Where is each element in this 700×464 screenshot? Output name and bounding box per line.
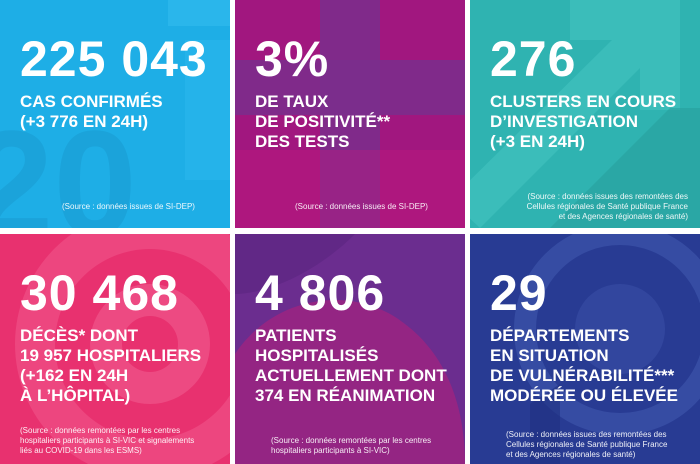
label-line: 19 957 HOSPITALIERS xyxy=(20,346,202,365)
deaths-number: 30 468 xyxy=(20,265,179,321)
departments-number: 29 xyxy=(490,265,548,321)
source-line: hospitaliers participants à SI-VIC) xyxy=(271,446,390,455)
source-line: (Source : données issues des remontées d… xyxy=(527,192,688,201)
source-line: liés au COVID-19 dans les ESMS) xyxy=(20,446,142,455)
label-line: 374 EN RÉANIMATION xyxy=(255,386,436,405)
source-note: (Source : données issues des remontées d… xyxy=(506,430,688,460)
clusters-label: CLUSTERS EN COURS D’INVESTIGATION (+3 EN… xyxy=(490,92,676,152)
source-note: (Source : données issues des remontées d… xyxy=(506,192,688,222)
label-line: DE POSITIVITÉ** xyxy=(255,112,391,131)
positivity-rate-label: DE TAUX DE POSITIVITÉ** DES TESTS xyxy=(255,92,390,152)
label-line: DÉCÈS* DONT xyxy=(20,326,139,345)
source-line: et des Agences régionales de santé) xyxy=(558,212,688,221)
source-note: (Source : données issues de SI-DEP) xyxy=(295,202,428,211)
source-line: (Source : données issues des remontées d… xyxy=(506,430,667,439)
source-note: (Source : données issues de SI-DEP) xyxy=(62,202,195,211)
source-note: (Source : données remontées par les cent… xyxy=(20,426,194,456)
source-line: Cellules régionales de Santé publique Fr… xyxy=(506,440,668,449)
tile-departments: 29 DÉPARTEMENTS EN SITUATION DE VULNÉRAB… xyxy=(470,234,700,464)
confirmed-cases-number: 225 043 xyxy=(20,31,208,87)
label-line: D’INVESTIGATION xyxy=(490,112,638,131)
label-line: DE TAUX xyxy=(255,92,329,111)
hospitalized-number: 4 806 xyxy=(255,265,386,321)
clusters-number: 276 xyxy=(490,31,577,87)
label-line: À L’HÔPITAL) xyxy=(20,386,131,405)
source-line: et des Agences régionales de santé) xyxy=(506,450,636,459)
label-line: DE VULNÉRABILITÉ*** xyxy=(490,366,675,385)
label-line: CLUSTERS EN COURS xyxy=(490,92,677,111)
hospitalized-label: PATIENTS HOSPITALISÉS ACTUELLEMENT DONT … xyxy=(255,326,447,406)
source-line: (Source : données remontées par les cent… xyxy=(20,426,181,435)
deaths-label: DÉCÈS* DONT 19 957 HOSPITALIERS (+162 EN… xyxy=(20,326,201,406)
source-note: (Source : données remontées par les cent… xyxy=(271,436,431,456)
label-line: PATIENTS xyxy=(255,326,337,345)
tile-confirmed-cases: 20 225 043 CAS CONFIRMÉS (+3 776 EN 24H)… xyxy=(0,0,230,228)
decorative-bubble-graphic xyxy=(235,234,465,464)
label-line: (+162 EN 24H xyxy=(20,366,129,385)
decorative-rings-graphic xyxy=(514,234,700,464)
label-line: MODÉRÉE OU ÉLEVÉE xyxy=(490,386,678,405)
source-line: Cellules régionales de Santé publique Fr… xyxy=(526,202,688,211)
label-line: HOSPITALISÉS xyxy=(255,346,379,365)
positivity-rate-number: 3% xyxy=(255,31,330,87)
tile-hospitalized: 4 806 PATIENTS HOSPITALISÉS ACTUELLEMENT… xyxy=(235,234,465,464)
source-line: (Source : données remontées par les cent… xyxy=(271,436,432,445)
source-line: hospitaliers participants à SI-VIC et si… xyxy=(20,436,195,445)
tile-clusters: 276 CLUSTERS EN COURS D’INVESTIGATION (+… xyxy=(470,0,700,228)
decorative-digits-graphic: 20 xyxy=(0,0,230,228)
decorative-arrows-graphic xyxy=(470,0,700,228)
label-line: DÉPARTEMENTS xyxy=(490,326,630,345)
label-line: EN SITUATION xyxy=(490,346,609,365)
label-line: (+3 EN 24H) xyxy=(490,132,585,151)
label-line: DES TESTS xyxy=(255,132,350,151)
tile-deaths: 30 468 DÉCÈS* DONT 19 957 HOSPITALIERS (… xyxy=(0,234,230,464)
label-line: ACTUELLEMENT DONT xyxy=(255,366,447,385)
decorative-target-graphic xyxy=(15,234,230,464)
confirmed-cases-label: CAS CONFIRMÉS (+3 776 EN 24H) xyxy=(20,92,163,132)
departments-label: DÉPARTEMENTS EN SITUATION DE VULNÉRABILI… xyxy=(490,326,678,406)
decorative-plus-graphic xyxy=(235,0,465,228)
tile-positivity-rate: 3% DE TAUX DE POSITIVITÉ** DES TESTS (So… xyxy=(235,0,465,228)
label-line: CAS CONFIRMÉS xyxy=(20,92,163,111)
svg-text:20: 20 xyxy=(0,99,137,228)
label-line: (+3 776 EN 24H) xyxy=(20,112,149,131)
